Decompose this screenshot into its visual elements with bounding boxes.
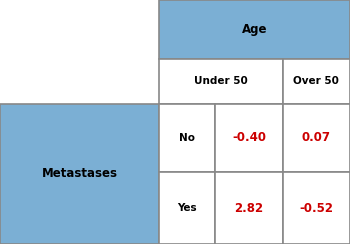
Bar <box>0 0 159 104</box>
Bar <box>283 104 350 172</box>
Bar <box>159 0 350 59</box>
Text: Under 50: Under 50 <box>194 76 248 86</box>
Text: 0.07: 0.07 <box>302 131 331 144</box>
Bar <box>159 172 215 244</box>
Bar <box>215 104 283 172</box>
Text: Over 50: Over 50 <box>293 76 340 86</box>
Bar <box>159 104 215 172</box>
Text: Metastases: Metastases <box>42 167 118 180</box>
Text: -0.52: -0.52 <box>299 202 334 214</box>
Bar <box>159 59 283 104</box>
Bar <box>215 172 283 244</box>
Text: No: No <box>179 133 195 143</box>
Text: 2.82: 2.82 <box>234 202 264 214</box>
Text: Yes: Yes <box>177 203 197 213</box>
Bar <box>283 172 350 244</box>
Text: Age: Age <box>242 23 267 36</box>
Bar <box>0 104 159 244</box>
Bar <box>283 59 350 104</box>
Text: -0.40: -0.40 <box>232 131 266 144</box>
